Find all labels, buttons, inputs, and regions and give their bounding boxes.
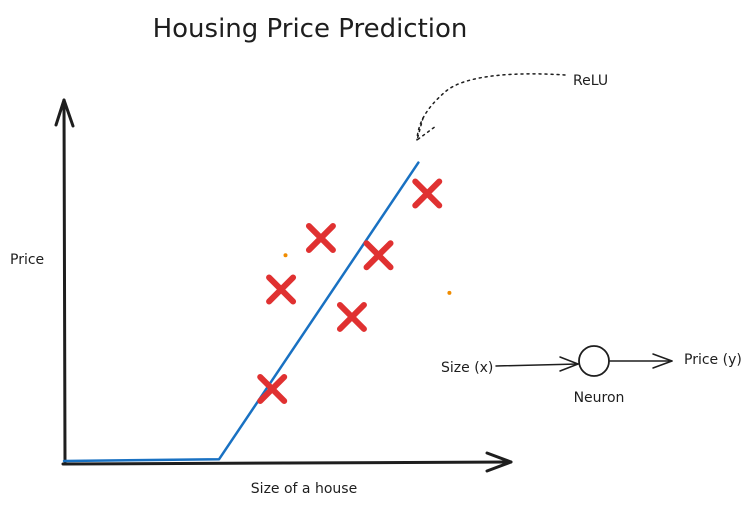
neuron-node — [578, 345, 610, 377]
x-marker — [412, 178, 443, 209]
data-point-6 — [412, 178, 443, 209]
relu-annotation-curve — [416, 73, 566, 141]
data-point-4 — [336, 301, 367, 332]
x-axis — [61, 460, 513, 466]
relu-annotation-label: ReLU — [573, 73, 608, 89]
stray-dot-2 — [447, 290, 452, 295]
y-axis — [62, 98, 67, 464]
neuron-node-label: Neuron — [574, 390, 625, 406]
relu-fit-line — [62, 161, 420, 463]
y-axis-label: Price — [10, 252, 44, 268]
neuron-diagram: Size (x) Price (y) Neuron — [441, 345, 742, 406]
neuron-input-label: Size (x) — [441, 360, 493, 376]
chart-title: Housing Price Prediction — [153, 14, 468, 44]
x-marker — [266, 274, 297, 305]
x-marker — [305, 223, 336, 254]
x-marker — [257, 373, 288, 404]
input-arrow — [495, 363, 579, 367]
x-marker — [363, 240, 394, 271]
data-point-1 — [257, 373, 288, 404]
neuron-output-label: Price (y) — [684, 352, 742, 368]
plot-marks — [62, 161, 452, 463]
output-arrowhead — [652, 353, 673, 369]
y-axis-arrowhead — [54, 98, 75, 128]
axes — [54, 98, 513, 473]
x-axis-arrowhead — [485, 451, 513, 473]
stray-dot-1 — [283, 253, 288, 258]
data-point-5 — [363, 240, 394, 271]
x-axis-label: Size of a house — [251, 481, 357, 497]
data-point-3 — [305, 223, 336, 254]
data-point-2 — [266, 274, 297, 305]
x-marker — [336, 301, 367, 332]
input-arrowhead — [559, 356, 579, 372]
relu-annotation-arrowhead — [415, 117, 437, 142]
